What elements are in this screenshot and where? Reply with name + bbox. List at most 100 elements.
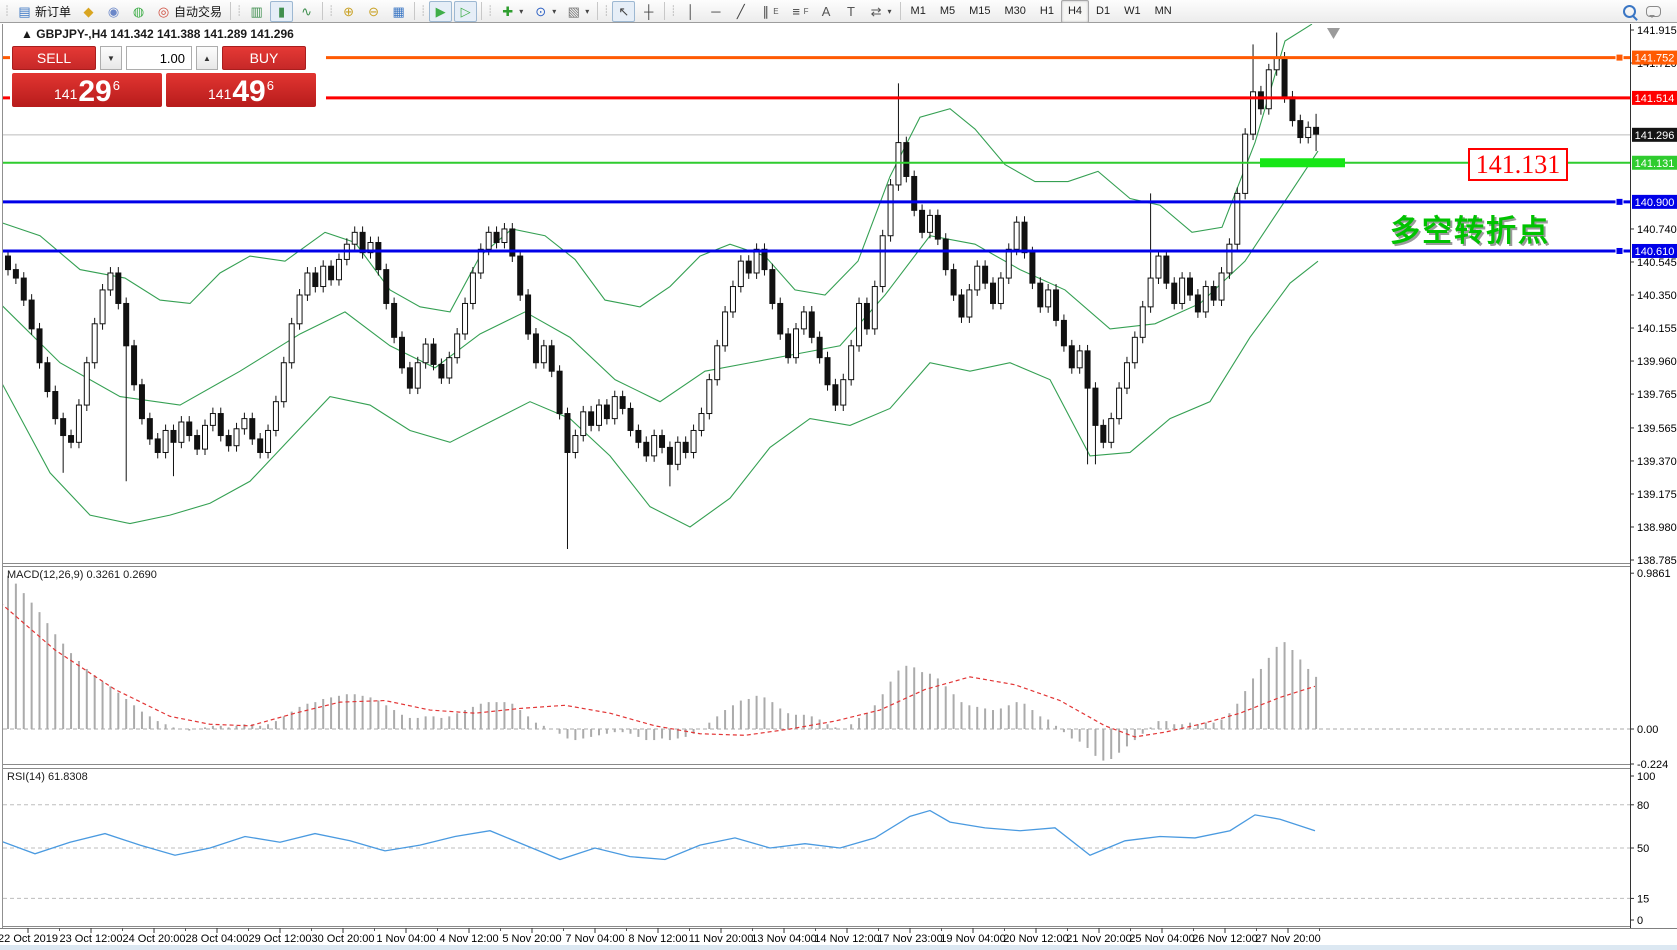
candle (20, 277, 27, 301)
line-handle[interactable] (1615, 53, 1624, 62)
volume-increase-button[interactable]: ▲ (196, 46, 218, 70)
candle (60, 418, 67, 437)
volume-input[interactable]: 1.00 (126, 46, 192, 70)
fibonacci-icon[interactable]: ≡ F (785, 1, 813, 22)
toolbar-group-scroll: ▶ ▷ (428, 0, 478, 22)
highlight-segment[interactable] (1260, 158, 1345, 168)
text-label-icon: T (847, 3, 855, 19)
price-badge-label: 141.296 (1635, 130, 1675, 142)
buy-button[interactable]: BUY (222, 46, 306, 70)
zoom-in-icon[interactable]: ⊕ (337, 1, 360, 22)
price-badge (1632, 90, 1677, 105)
new-order-icon: ▤ (18, 3, 31, 19)
price-tick-label: 140.350 (1637, 290, 1677, 302)
crosshair-icon[interactable]: ┼ (637, 1, 660, 22)
auto-scroll-icon[interactable]: ▶ (429, 0, 453, 22)
price-badge-label: 141.514 (1635, 93, 1675, 105)
chat-icon[interactable] (1646, 5, 1661, 18)
vertical-line-icon: │ (686, 3, 695, 19)
fibonacci-icon: ≡ (792, 3, 800, 19)
timeframe-m5[interactable]: M5 (939, 5, 956, 17)
price-badge-label: 141.752 (1635, 53, 1675, 65)
zoom-in-icon: ⊕ (343, 3, 355, 19)
horizontal-line-icon: ─ (711, 3, 721, 19)
candle (154, 438, 161, 453)
chevron-down-icon[interactable]: ▾ (519, 6, 524, 16)
arrow-object-icon[interactable] (1327, 28, 1340, 39)
candle (462, 302, 469, 335)
arrows-icon[interactable]: ⇄ ▾ (865, 1, 896, 22)
sell-price-sup: 6 (112, 78, 120, 93)
mql5-community-icon[interactable]: ◉ (102, 1, 125, 22)
timeframe-m15[interactable]: M15 (969, 5, 991, 17)
time-axis-label: 26 Nov 12:00 (1192, 933, 1257, 945)
horizontal-line-icon[interactable]: ─ (704, 1, 727, 22)
timeframe-m1[interactable]: M1 (910, 5, 926, 17)
macd-indicator-label: MACD(12,26,9) 0.3261 0.2690 (7, 569, 157, 581)
text-label-icon[interactable]: T (840, 1, 863, 22)
auto-scroll-icon: ▶ (435, 3, 446, 19)
macd-tick-label: -0.224 (1637, 759, 1668, 771)
rsi-tick-label: 15 (1637, 893, 1649, 905)
vertical-line-icon[interactable]: │ (679, 1, 702, 22)
chart-shift-icon[interactable]: ▷ (454, 0, 478, 22)
candle (1021, 221, 1028, 254)
candle (596, 404, 602, 426)
periods-button[interactable]: ⊙ ▾ (529, 1, 560, 22)
text-icon[interactable]: A (815, 1, 838, 22)
tile-windows-icon[interactable]: ▦ (387, 1, 410, 22)
line-chart-icon[interactable]: ∿ (295, 1, 318, 22)
equidistant-channel-icon[interactable]: ∥ E (754, 1, 782, 22)
chevron-down-icon[interactable]: ▾ (552, 6, 557, 16)
candlestick-chart-icon[interactable]: ▮ (270, 0, 294, 22)
candle (1194, 294, 1201, 313)
timeframe-w1[interactable]: W1 (1124, 5, 1141, 17)
candle (1273, 57, 1280, 71)
toolbar-group-zoom: ⊕ ⊖ ▦ (336, 0, 411, 22)
candle (359, 231, 366, 254)
timeframe-m30[interactable]: M30 (1004, 5, 1026, 17)
autotrading-button[interactable]: ◎ 自动交易 (152, 1, 226, 22)
sell-button[interactable]: SELL (12, 46, 96, 70)
timeframe-mn[interactable]: MN (1154, 5, 1172, 17)
candle (422, 343, 429, 364)
candle (619, 396, 626, 409)
sell-price-display[interactable]: 141 29 6 (12, 73, 162, 107)
candle (1116, 387, 1123, 420)
candle (580, 411, 587, 437)
timeframe-h4[interactable]: H4 (1060, 0, 1090, 23)
timeframe-d1[interactable]: D1 (1096, 5, 1111, 17)
rsi-indicator-label: RSI(14) 61.8308 (7, 771, 88, 783)
candle (1147, 277, 1154, 308)
indicators-button[interactable]: ✚ ▾ (496, 1, 527, 22)
chevron-down-icon[interactable]: ▾ (887, 6, 892, 16)
price-tick-label: 138.980 (1637, 522, 1677, 534)
timeframe-h1[interactable]: H1 (1039, 5, 1054, 17)
sell-price-prefix: 141 (54, 86, 78, 102)
zoom-out-icon[interactable]: ⊖ (362, 1, 385, 22)
time-axis-label: 28 Oct 04:00 (186, 933, 249, 945)
history-icon[interactable]: ◆ (77, 1, 100, 22)
templates-button[interactable]: ▧ ▾ (562, 1, 593, 22)
price-level-text-box[interactable]: 141.131 (1468, 148, 1568, 181)
volume-decrease-button[interactable]: ▼ (100, 46, 122, 70)
cursor-icon[interactable]: ↖ (612, 0, 636, 22)
bar-chart-icon[interactable]: ▥ (245, 1, 268, 22)
candle (280, 362, 287, 403)
line-handle[interactable] (1615, 246, 1624, 255)
trendline-icon[interactable]: ╱ (729, 1, 752, 22)
signals-icon[interactable]: ◍ (127, 1, 150, 22)
candle (272, 401, 279, 431)
bull-bear-turning-point-note[interactable]: 多空转折点 (1390, 215, 1550, 248)
candle (1092, 387, 1099, 426)
buy-price-display[interactable]: 141 49 6 (166, 73, 316, 107)
timeframe-toolbar: M1 M5 M15 M30 H1 H4 D1 W1 MN (904, 0, 1179, 23)
chevron-down-icon[interactable]: ▾ (585, 6, 590, 16)
line-handle[interactable] (1615, 197, 1624, 206)
candle (777, 302, 784, 335)
search-icon[interactable] (1623, 4, 1636, 18)
collapse-icon[interactable]: ▲ (21, 27, 33, 41)
new-order-button[interactable]: ▤ 新订单 (13, 1, 75, 22)
time-axis-label: 5 Nov 20:00 (502, 933, 561, 945)
